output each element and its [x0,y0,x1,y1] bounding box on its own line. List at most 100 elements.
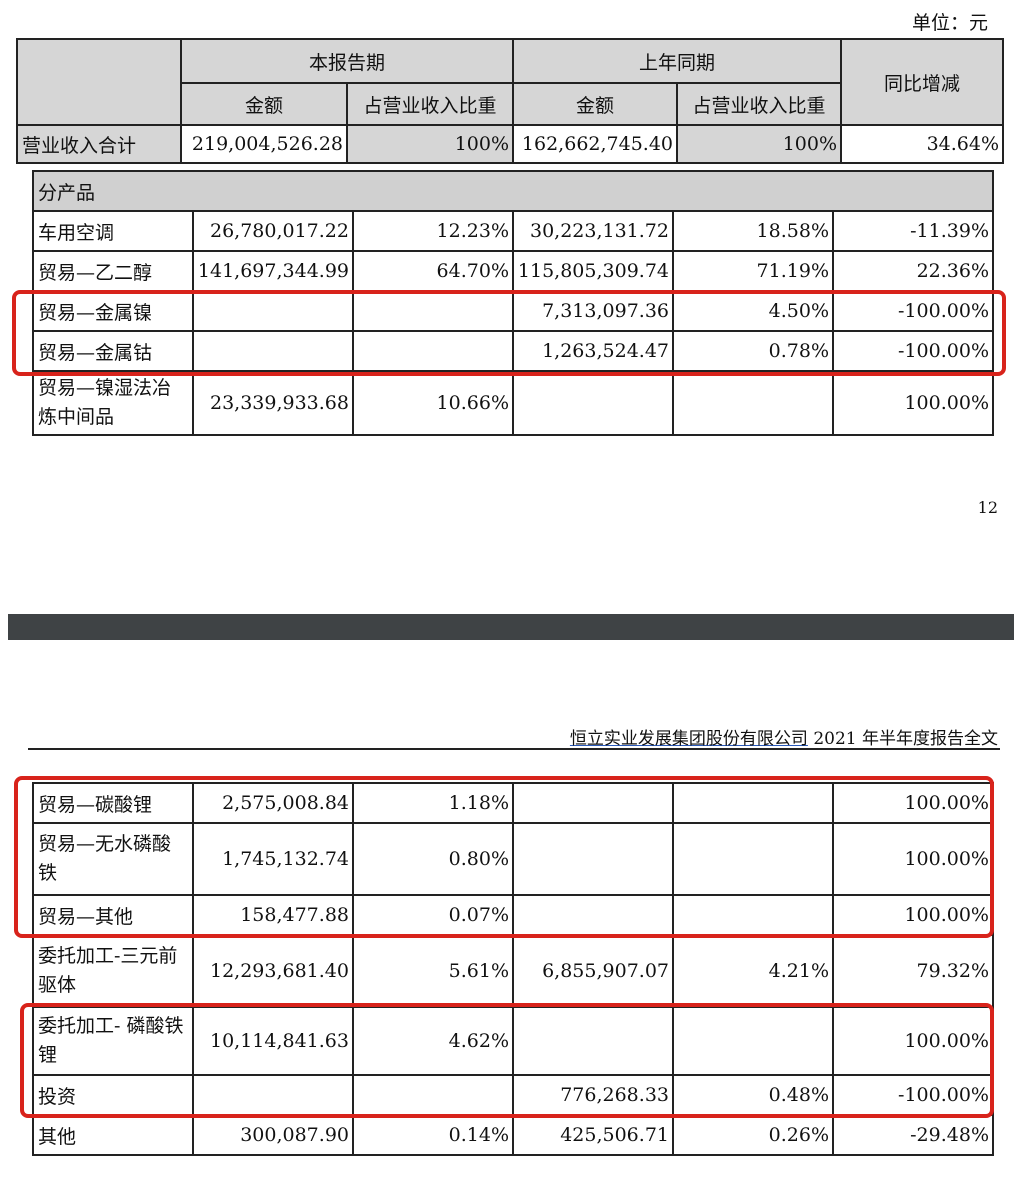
total-cur-amount: 219,004,526.28 [180,124,348,164]
row-prev-ratio: 18.58% [672,210,834,252]
table-row: 车用空调 26,780,017.22 12.23% 30,223,131.72 … [32,210,995,252]
row-yoy: -29.48% [832,1114,994,1156]
unit-label: 单位：元 [911,12,988,34]
row-label: 贸易—金属钴 [32,330,194,372]
row-label: 委托加工-三元前驱体 [32,934,194,1008]
row-cur-amount: 26,780,017.22 [192,210,354,252]
row-prev-ratio [672,1006,834,1076]
row-prev-ratio: 0.78% [672,330,834,372]
row-cur-amount: 23,339,933.68 [192,370,354,436]
row-yoy: -11.39% [831,210,995,252]
product-table-page2: 贸易—碳酸锂 2,575,008.84 1.18% 100.00% 贸易—无水磷… [32,782,994,1156]
row-prev-amount: 1,263,524.47 [512,330,674,372]
row-label: 贸易—金属镍 [32,290,194,332]
row-yoy: -100.00% [831,290,995,332]
header-rule [28,748,1000,750]
header-current-period: 本报告期 [179,38,515,84]
row-cur-ratio: 0.80% [352,822,514,896]
header-cur-amount: 金额 [180,82,348,126]
row-prev-ratio: 0.48% [672,1074,834,1116]
row-prev-amount: 115,805,309.74 [512,250,674,292]
revenue-header-table: 本报告期 上年同期 同比增减 金额 占营业收入比重 金额 占营业收入比重 营业收… [16,38,1005,164]
table-row: 贸易—碳酸锂 2,575,008.84 1.18% 100.00% [32,782,994,824]
row-cur-amount: 1,745,132.74 [192,822,354,896]
table-row: 贸易—金属钴 1,263,524.47 0.78% -100.00% [32,330,995,372]
row-label: 贸易—碳酸锂 [32,782,194,824]
table-row: 贸易—乙二醇 141,697,344.99 64.70% 115,805,309… [32,250,995,292]
highlight-box [14,776,994,938]
report-title: 2021 年半年度报告全文 [807,729,998,749]
row-cur-amount: 158,477.88 [192,894,354,936]
total-cur-ratio: 100% [345,124,515,164]
row-label: 贸易—无水磷酸铁 [32,822,194,896]
header-prev-amount: 金额 [512,82,679,126]
row-cur-ratio [352,330,514,372]
row-prev-ratio [672,782,834,824]
row-label: 贸易—乙二醇 [32,250,194,292]
row-cur-amount [192,290,354,332]
row-cur-ratio [352,1074,514,1116]
total-prev-ratio: 100% [676,124,843,164]
row-yoy: -100.00% [832,1074,994,1116]
company-name: 恒立实业发展集团股份有限公司 [569,729,808,749]
row-cur-ratio: 12.23% [352,210,514,252]
row-cur-amount: 12,293,681.40 [192,934,354,1008]
page-break-bar [8,614,1014,640]
row-label: 贸易—镍湿法冶炼中间品 [32,370,194,436]
table-row: 贸易—镍湿法冶炼中间品 23,339,933.68 10.66% 100.00% [32,370,995,436]
row-prev-amount [512,370,674,436]
table-row: 投资 776,268.33 0.48% -100.00% [32,1074,994,1116]
row-yoy: 100.00% [832,1006,994,1076]
table-row: 贸易—无水磷酸铁 1,745,132.74 0.80% 100.00% [32,822,994,896]
row-cur-ratio: 10.66% [352,370,514,436]
total-yoy: 34.64% [840,124,1005,164]
row-cur-amount: 300,087.90 [192,1114,354,1156]
row-yoy: 100.00% [831,370,995,436]
total-prev-amount: 162,662,745.40 [512,124,679,164]
row-cur-ratio [352,290,514,332]
table-row: 其他 300,087.90 0.14% 425,506.71 0.26% -29… [32,1114,994,1156]
header-cur-ratio: 占营业收入比重 [345,82,515,126]
row-prev-amount [512,782,674,824]
row-prev-amount: 425,506.71 [512,1114,674,1156]
row-yoy: 100.00% [832,894,994,936]
row-cur-amount: 141,697,344.99 [192,250,354,292]
table-row: 贸易—金属镍 7,313,097.36 4.50% -100.00% [32,290,995,332]
row-cur-ratio: 0.14% [352,1114,514,1156]
section-label: 分产品 [31,170,995,212]
table-row: 委托加工-三元前驱体 12,293,681.40 5.61% 6,855,907… [32,934,994,1008]
row-prev-ratio: 0.26% [672,1114,834,1156]
header-prev-ratio: 占营业收入比重 [676,82,843,126]
row-yoy: 79.32% [832,934,994,1008]
row-label: 委托加工- 磷酸铁锂 [32,1006,194,1076]
row-prev-ratio [672,370,834,436]
row-prev-ratio: 71.19% [672,250,834,292]
row-yoy: 22.36% [831,250,995,292]
row-prev-amount [512,1006,674,1076]
highlight-box [20,1003,994,1118]
table-row: 贸易—其他 158,477.88 0.07% 100.00% [32,894,994,936]
row-yoy: 100.00% [832,782,994,824]
page2-running-header: 恒立实业发展集团股份有限公司 2021 年半年度报告全文 [570,724,998,749]
row-cur-ratio: 64.70% [352,250,514,292]
row-prev-amount: 7,313,097.36 [512,290,674,332]
product-table-page1: 分产品 车用空调 26,780,017.22 12.23% 30,223,131… [31,170,995,436]
total-label: 营业收入合计 [16,124,182,164]
header-yoy: 同比增减 [840,38,1005,126]
row-prev-ratio: 4.21% [672,934,834,1008]
row-yoy: -100.00% [831,330,995,372]
header-blank-cell [16,38,182,126]
row-cur-ratio: 4.62% [352,1006,514,1076]
row-prev-ratio: 4.50% [672,290,834,332]
row-cur-ratio: 1.18% [352,782,514,824]
row-cur-amount: 10,114,841.63 [192,1006,354,1076]
row-label: 贸易—其他 [32,894,194,936]
row-prev-amount: 30,223,131.72 [512,210,674,252]
row-prev-amount [512,894,674,936]
highlight-box [12,290,1006,376]
page-number: 12 [977,498,998,517]
row-cur-amount: 2,575,008.84 [192,782,354,824]
row-label: 其他 [32,1114,194,1156]
row-prev-ratio [672,822,834,896]
row-prev-amount [512,822,674,896]
